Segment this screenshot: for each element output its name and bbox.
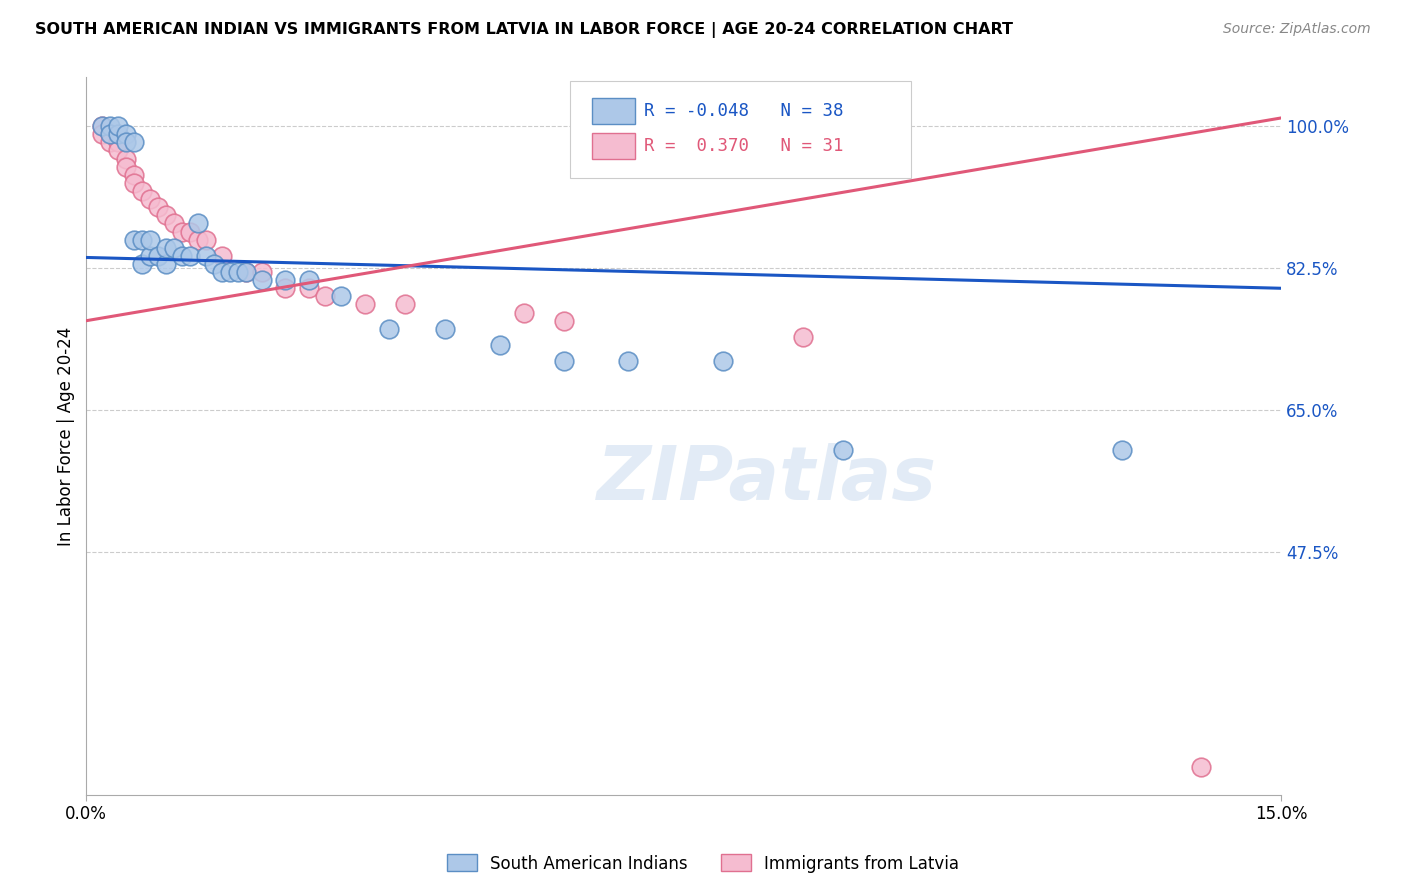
Point <box>146 249 169 263</box>
Point <box>713 354 735 368</box>
Point <box>394 297 416 311</box>
Point <box>274 273 297 287</box>
Point <box>489 338 512 352</box>
Point <box>163 216 186 230</box>
Point <box>218 265 240 279</box>
Legend: South American Indians, Immigrants from Latvia: South American Indians, Immigrants from … <box>440 847 966 880</box>
Point <box>131 257 153 271</box>
Point <box>617 354 640 368</box>
Point <box>91 119 114 133</box>
Point <box>553 314 575 328</box>
Point <box>98 136 121 150</box>
Point <box>107 136 129 150</box>
Point <box>274 281 297 295</box>
Point <box>235 265 257 279</box>
Point <box>115 136 138 150</box>
Point <box>314 289 336 303</box>
Point <box>91 127 114 141</box>
Point <box>179 225 201 239</box>
Point <box>170 225 193 239</box>
Point <box>211 265 233 279</box>
Point <box>354 297 377 311</box>
Point <box>187 216 209 230</box>
Point <box>179 249 201 263</box>
Point <box>115 160 138 174</box>
Point <box>98 119 121 133</box>
Point <box>155 241 177 255</box>
Point <box>163 241 186 255</box>
Point <box>98 127 121 141</box>
Point <box>792 330 814 344</box>
Point <box>122 168 145 182</box>
Point <box>187 233 209 247</box>
Text: ZIPatlas: ZIPatlas <box>598 442 938 516</box>
Point <box>146 200 169 214</box>
Point <box>378 322 401 336</box>
Point <box>1189 760 1212 774</box>
Point <box>250 265 273 279</box>
Point <box>155 208 177 222</box>
Point <box>91 119 114 133</box>
Point <box>513 305 536 319</box>
Point <box>107 119 129 133</box>
Point <box>330 289 353 303</box>
Point <box>194 249 217 263</box>
Point <box>107 144 129 158</box>
Point <box>122 233 145 247</box>
Text: R = -0.048   N = 38: R = -0.048 N = 38 <box>644 103 844 120</box>
Point <box>194 233 217 247</box>
Point <box>553 354 575 368</box>
Point <box>155 257 177 271</box>
Point <box>107 127 129 141</box>
Text: SOUTH AMERICAN INDIAN VS IMMIGRANTS FROM LATVIA IN LABOR FORCE | AGE 20-24 CORRE: SOUTH AMERICAN INDIAN VS IMMIGRANTS FROM… <box>35 22 1014 38</box>
Point <box>131 233 153 247</box>
FancyBboxPatch shape <box>592 133 634 159</box>
Point <box>832 443 855 458</box>
Point <box>122 136 145 150</box>
FancyBboxPatch shape <box>569 81 911 178</box>
Point <box>115 152 138 166</box>
Point <box>131 184 153 198</box>
Point <box>433 322 456 336</box>
FancyBboxPatch shape <box>592 98 634 124</box>
Y-axis label: In Labor Force | Age 20-24: In Labor Force | Age 20-24 <box>58 326 75 546</box>
Point <box>235 265 257 279</box>
Point <box>98 127 121 141</box>
Point <box>139 192 162 206</box>
Point <box>202 257 225 271</box>
Point <box>1111 443 1133 458</box>
Point <box>298 273 321 287</box>
Point <box>298 281 321 295</box>
Text: R =  0.370   N = 31: R = 0.370 N = 31 <box>644 136 844 154</box>
Point <box>139 233 162 247</box>
Point <box>115 127 138 141</box>
Point <box>226 265 249 279</box>
Point <box>170 249 193 263</box>
Point <box>122 176 145 190</box>
Point <box>250 273 273 287</box>
Point <box>211 249 233 263</box>
Point <box>139 249 162 263</box>
Text: Source: ZipAtlas.com: Source: ZipAtlas.com <box>1223 22 1371 37</box>
